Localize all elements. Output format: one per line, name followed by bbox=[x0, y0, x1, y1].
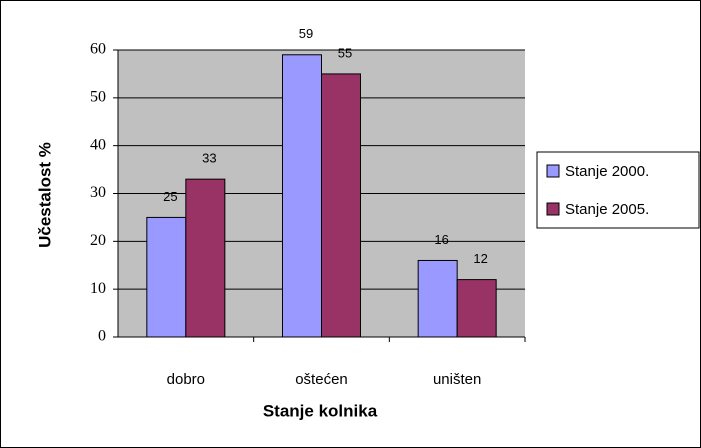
y-tick-label: 10 bbox=[90, 280, 106, 297]
x-tick-label: oštećen bbox=[295, 371, 348, 388]
bar bbox=[282, 54, 322, 338]
bar bbox=[146, 216, 187, 338]
x-tick-label: dobro bbox=[167, 371, 205, 388]
legend-swatch bbox=[546, 164, 560, 178]
y-tick-label: 0 bbox=[98, 328, 106, 345]
legend-label: Stanje 2000. bbox=[565, 163, 649, 180]
x-axis-label: Stanje kolnika bbox=[263, 401, 378, 420]
bar bbox=[185, 178, 226, 338]
legend-swatch bbox=[546, 202, 560, 216]
bar bbox=[417, 259, 458, 338]
data-label: 33 bbox=[202, 151, 216, 166]
y-tick-label: 20 bbox=[90, 232, 106, 249]
y-axis-label: Učestalost % bbox=[35, 142, 54, 248]
y-tick-label: 30 bbox=[90, 184, 106, 201]
legend-label: Stanje 2005. bbox=[565, 201, 649, 218]
data-label: 25 bbox=[163, 189, 177, 204]
y-tick-label: 60 bbox=[90, 41, 106, 58]
bar bbox=[321, 73, 361, 338]
data-label: 16 bbox=[434, 232, 448, 247]
bar bbox=[456, 279, 497, 338]
y-tick-label: 40 bbox=[90, 136, 106, 153]
data-label: 12 bbox=[473, 251, 487, 266]
legend-box bbox=[536, 151, 700, 229]
y-tick-label: 50 bbox=[90, 89, 106, 106]
x-tick-label: uništen bbox=[433, 371, 481, 388]
data-label: 55 bbox=[338, 45, 352, 60]
data-label: 59 bbox=[299, 26, 313, 41]
